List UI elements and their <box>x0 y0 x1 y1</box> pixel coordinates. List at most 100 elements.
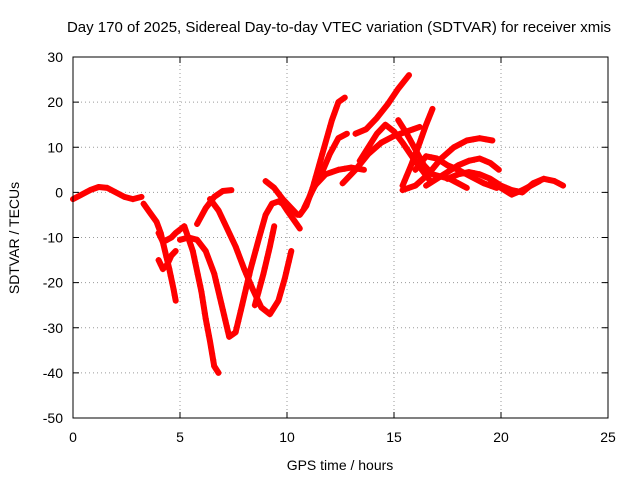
data-point-marker <box>449 173 456 180</box>
data-point-marker <box>224 328 231 335</box>
data-point-marker <box>91 185 98 192</box>
data-point-marker <box>189 248 196 254</box>
data-point-marker <box>181 223 188 230</box>
data-point-marker <box>416 178 423 185</box>
data-point-marker <box>399 187 406 194</box>
data-point-marker <box>207 259 213 266</box>
data-point-marker <box>168 252 175 259</box>
data-point-marker <box>455 162 462 169</box>
data-point-marker <box>215 288 222 295</box>
data-point-marker <box>269 306 276 313</box>
data-point-marker <box>322 171 329 178</box>
data-point-marker <box>335 166 342 173</box>
data-point-marker <box>232 243 239 250</box>
data-point-marker <box>314 180 320 187</box>
data-point-marker <box>203 321 210 328</box>
data-point-marker <box>193 265 200 272</box>
data-point-marker <box>143 205 150 212</box>
data-point-marker <box>207 338 213 345</box>
data-point-marker <box>503 188 510 195</box>
data-point-marker <box>416 162 422 169</box>
data-point-marker <box>219 188 226 194</box>
data-point-marker <box>194 236 201 243</box>
data-point-marker <box>266 311 273 318</box>
data-point-marker <box>382 121 389 128</box>
x-tick-label: 0 <box>69 429 77 445</box>
data-point-marker <box>170 286 177 293</box>
data-point-marker <box>215 191 222 197</box>
data-point-marker <box>212 276 219 283</box>
data-point-marker <box>275 198 282 205</box>
data-point-marker <box>284 264 291 271</box>
data-point-marker <box>221 312 228 319</box>
data-point-marker <box>74 193 81 200</box>
data-point-marker <box>208 344 214 351</box>
data-point-marker <box>391 90 398 97</box>
data-point-marker <box>433 175 440 182</box>
data-point-marker <box>343 175 350 182</box>
data-point-marker <box>356 157 363 164</box>
data-point-marker <box>269 200 275 207</box>
data-point-marker <box>365 144 372 151</box>
data-point-marker <box>285 258 292 265</box>
data-point-marker <box>471 156 478 163</box>
data-point-marker <box>164 261 171 268</box>
data-point-marker <box>155 257 162 264</box>
axis-ticks: 0 5 10 15 20 25 -50 -40 -30 -20 -10 0 10 20 30 <box>43 49 616 445</box>
x-tick-label: 10 <box>279 429 295 445</box>
plot-frame <box>72 56 609 419</box>
data-point-marker <box>226 333 233 340</box>
data-point-marker <box>362 148 369 155</box>
data-point-marker <box>322 161 329 168</box>
data-point-marker <box>320 145 327 152</box>
data-point-marker <box>284 200 290 207</box>
data-point-marker <box>214 282 221 289</box>
data-point-marker <box>229 237 236 244</box>
data-point-marker <box>384 136 391 143</box>
data-point-marker <box>155 230 162 236</box>
data-point-marker <box>251 302 258 309</box>
data-point-marker <box>487 180 494 187</box>
data-point-marker <box>406 136 413 142</box>
data-point-marker <box>352 130 359 137</box>
series-arc-4 <box>155 248 179 273</box>
data-point-marker <box>423 121 430 128</box>
data-point-marker <box>498 184 504 191</box>
data-point-marker <box>279 196 286 203</box>
data-point-marker <box>255 289 262 296</box>
data-point-marker <box>325 128 332 135</box>
data-point-marker <box>253 295 260 302</box>
data-point-marker <box>284 207 290 214</box>
data-point-marker <box>444 162 451 169</box>
data-point-marker <box>333 105 340 112</box>
series-markers <box>207 196 293 318</box>
series-arc-7 <box>207 196 295 318</box>
data-point-marker <box>204 327 211 333</box>
grid <box>73 57 608 418</box>
data-point-marker <box>388 96 395 103</box>
data-point-marker <box>366 122 373 129</box>
data-point-marker <box>483 136 489 143</box>
data-point-marker <box>82 189 89 196</box>
data-point-marker <box>328 169 335 176</box>
data-point-marker <box>262 307 269 314</box>
data-point-marker <box>460 160 467 166</box>
data-point-marker <box>271 184 278 191</box>
data-point-marker <box>252 247 259 254</box>
data-point-marker <box>240 296 247 303</box>
data-point-marker <box>171 292 178 298</box>
data-point-marker <box>412 166 419 173</box>
data-point-marker <box>391 128 397 135</box>
data-point-marker <box>210 356 217 363</box>
data-point-marker <box>147 209 153 216</box>
data-point-marker <box>199 294 206 301</box>
data-point-marker <box>263 259 269 266</box>
data-point-marker <box>129 196 136 203</box>
data-point-marker <box>318 175 325 182</box>
data-point-marker <box>412 182 419 189</box>
series-markers <box>140 200 178 298</box>
data-point-marker <box>168 234 175 241</box>
data-point-marker <box>169 279 176 286</box>
data-point-marker <box>416 139 423 146</box>
data-point-marker <box>280 280 287 287</box>
